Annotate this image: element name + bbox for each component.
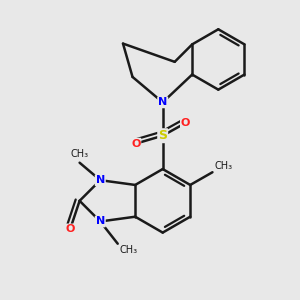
Text: N: N bbox=[96, 175, 105, 185]
Text: CH₃: CH₃ bbox=[119, 245, 137, 255]
Text: O: O bbox=[65, 224, 75, 234]
Text: N: N bbox=[96, 217, 105, 226]
Text: N: N bbox=[158, 97, 167, 107]
Text: CH₃: CH₃ bbox=[214, 160, 232, 171]
Text: O: O bbox=[131, 139, 140, 148]
Text: S: S bbox=[158, 129, 167, 142]
Text: O: O bbox=[181, 118, 190, 128]
Text: CH₃: CH₃ bbox=[70, 149, 89, 159]
